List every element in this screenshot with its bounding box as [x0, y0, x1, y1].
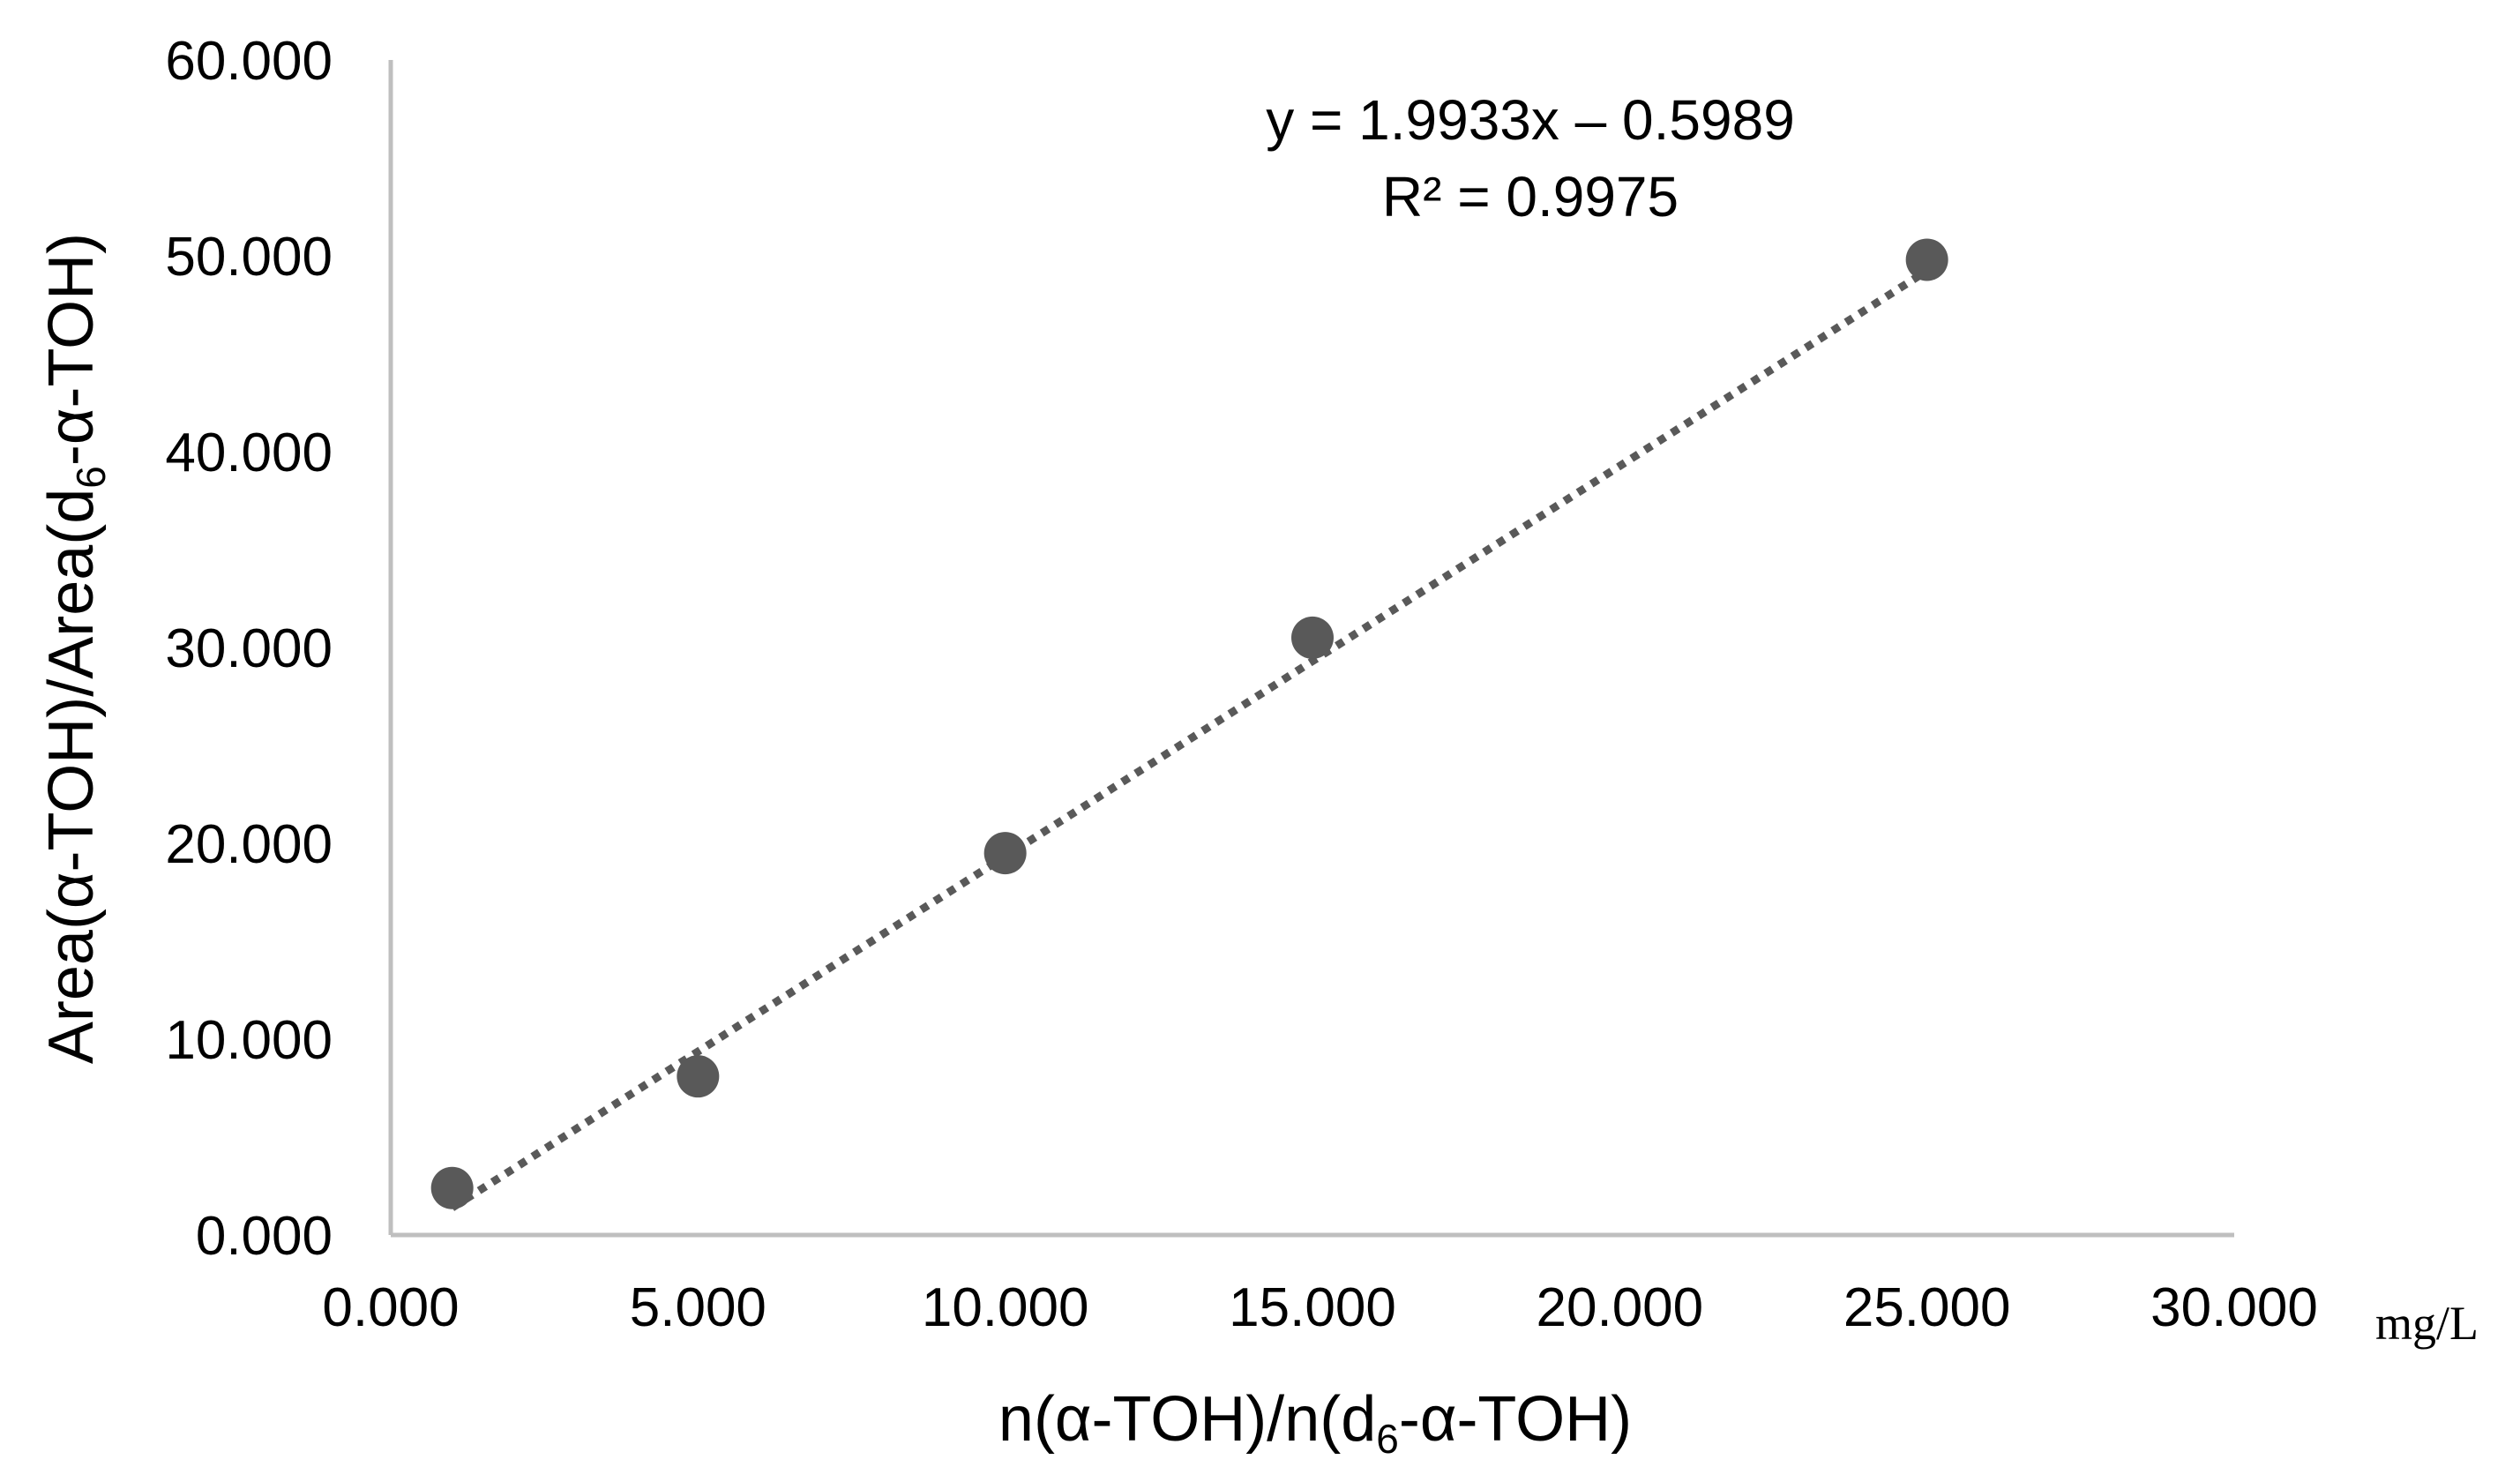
x-axis-title-pre: n(α-TOH)/n(d	[998, 1384, 1376, 1455]
data-point	[677, 1055, 720, 1098]
x-tick-label: 0.000	[322, 1277, 459, 1338]
x-axis-title-sub: 6	[1376, 1416, 1399, 1462]
y-tick-label: 10.000	[165, 1010, 333, 1071]
y-tick-label: 20.000	[165, 814, 333, 875]
axes	[388, 60, 2234, 1238]
data-point	[1291, 616, 1334, 659]
data-point	[983, 832, 1027, 875]
x-axis-title: n(α-TOH)/n(d6-α-TOH)	[998, 1384, 1632, 1462]
y-axis-title: Area(α-TOH)/Area(d6-α-TOH)	[36, 233, 114, 1064]
x-tick-label: 25.000	[1843, 1277, 2011, 1338]
y-tick-labels: 0.000 10.000 20.000 30.000 40.000 50.000 60.00…	[165, 31, 333, 1267]
x-tick-labels: 0.000 5.000 10.000 15.000 20.000 25.000 30.000	[322, 1277, 2317, 1338]
y-axis-title-post: -α-TOH)	[36, 233, 107, 466]
equation-annotation: y = 1.9933x – 0.5989	[1266, 88, 1795, 152]
x-axis-title-post: -α-TOH)	[1399, 1384, 1632, 1455]
data-point	[430, 1166, 474, 1209]
y-tick-label: 60.000	[165, 31, 333, 92]
y-tick-label: 30.000	[165, 618, 333, 679]
y-tick-label: 50.000	[165, 227, 333, 288]
x-tick-label: 10.000	[922, 1277, 1089, 1338]
y-tick-label: 40.000	[165, 423, 333, 483]
trendline	[450, 267, 1930, 1211]
data-points	[430, 238, 1948, 1209]
data-point	[1905, 238, 1948, 281]
x-tick-label: 5.000	[630, 1277, 766, 1338]
x-unit-label: mg/L	[2375, 1297, 2479, 1350]
r-squared-annotation: R² = 0.9975	[1382, 165, 1679, 228]
y-axis-title-sub: 6	[68, 466, 114, 489]
y-tick-label: 0.000	[196, 1206, 333, 1267]
x-tick-label: 15.000	[1229, 1277, 1396, 1338]
y-axis-title-pre: Area(α-TOH)/Area(d	[36, 489, 107, 1064]
x-tick-label: 20.000	[1537, 1277, 1704, 1338]
x-tick-label: 30.000	[2150, 1277, 2318, 1338]
